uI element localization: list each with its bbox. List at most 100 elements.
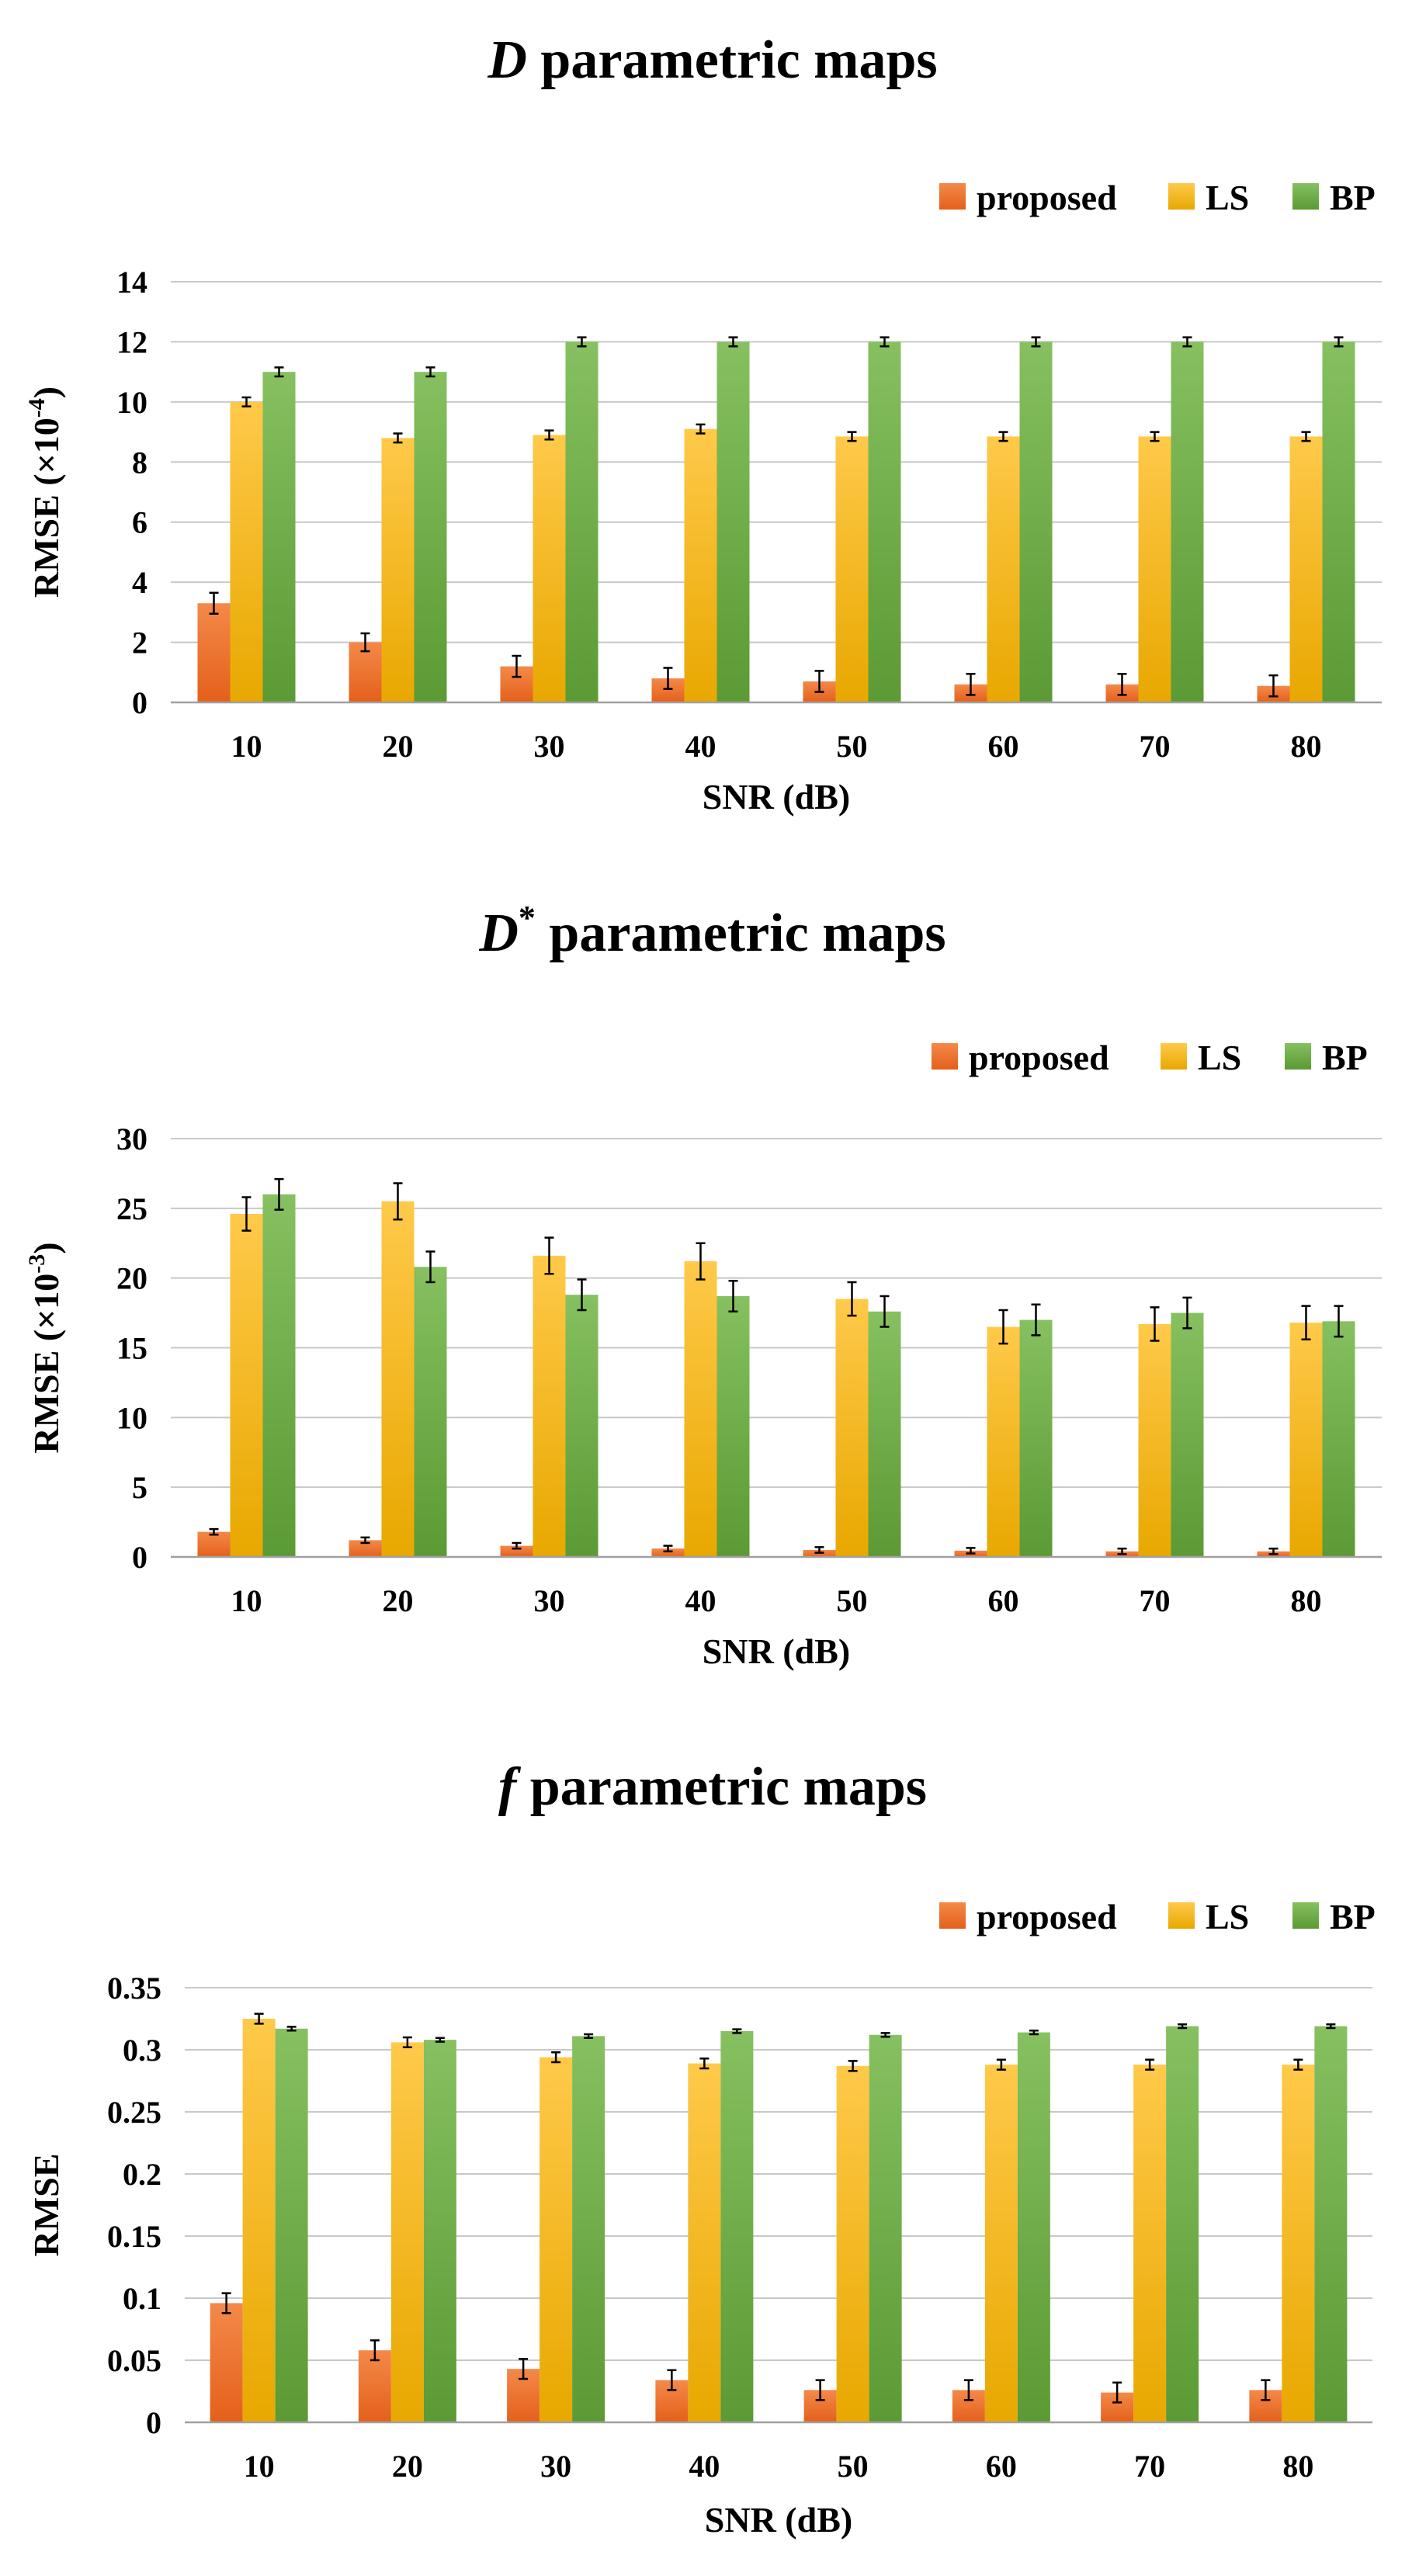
bar-bp	[1171, 342, 1204, 702]
bar-bp	[716, 342, 750, 702]
bar-proposed	[210, 2303, 243, 2422]
y-tick-label: 0.3	[123, 2033, 161, 2068]
error-bar	[1031, 1303, 1041, 1337]
error-bar	[393, 432, 403, 444]
y-tick-label: 0	[132, 1540, 147, 1575]
y-axis-label-close: )	[26, 387, 66, 398]
legend-label-proposed: proposed	[977, 1897, 1117, 1936]
error-bar	[577, 1278, 587, 1312]
error-bar	[663, 667, 673, 690]
y-axis-label: RMSE (×10-3)	[24, 1242, 66, 1453]
x-tick-label: 30	[534, 1583, 565, 1618]
error-bar	[732, 2028, 742, 2034]
chart-title-text: parametric maps	[536, 903, 946, 963]
y-axis-label-main: RMSE (×10	[26, 418, 66, 598]
error-bar	[584, 2033, 594, 2040]
chart-3: f parametric maps proposed LS BP 0 0.05 0.1 0.1…	[26, 1757, 1376, 2540]
error-bar	[1268, 674, 1279, 698]
chart-title-superscript: *	[519, 899, 536, 937]
error-bar	[1334, 1305, 1344, 1338]
bar-bp	[1322, 1321, 1355, 1557]
bar-proposed	[358, 2350, 391, 2422]
error-bar	[728, 1280, 738, 1313]
x-tick-label: 60	[988, 729, 1019, 764]
error-bar	[966, 1547, 976, 1555]
chart-title-symbol: D	[487, 30, 527, 90]
y-axis-label-exponent: -3	[24, 1254, 50, 1274]
error-bar	[254, 2013, 264, 2025]
bar-ls	[688, 2063, 721, 2422]
chart-title-text: parametric maps	[516, 1757, 927, 1817]
bar-bp	[720, 2031, 754, 2422]
y-tick-label: 0.35	[107, 1971, 161, 2006]
legend-label-proposed: proposed	[977, 178, 1117, 217]
y-tick-label: 30	[116, 1122, 147, 1156]
bar-bp	[414, 1267, 447, 1557]
legend-swatch-ls	[1161, 1043, 1187, 1070]
x-tick-label: 20	[383, 729, 414, 764]
legend-label-proposed: proposed	[969, 1038, 1109, 1077]
bar-bp	[275, 2028, 308, 2422]
legend-swatch-ls	[1168, 183, 1195, 210]
chart-title: D* parametric maps	[478, 899, 945, 963]
legend-swatch-bp	[1285, 1043, 1311, 1070]
y-tick-label: 2	[132, 626, 147, 660]
error-bar	[425, 366, 435, 378]
legend-label-ls: LS	[1206, 178, 1249, 217]
y-tick-label: 8	[132, 445, 147, 480]
error-bar	[667, 2369, 677, 2391]
x-tick-label: 10	[244, 2449, 275, 2484]
bar-ls	[987, 436, 1020, 702]
bar-bp	[1171, 1312, 1204, 1557]
y-tick-label: 0.1	[123, 2281, 161, 2316]
x-tick-label: 40	[685, 729, 716, 764]
bar-bp	[1017, 2032, 1050, 2422]
bar-ls	[230, 401, 263, 702]
y-tick-label: 0.05	[107, 2343, 161, 2378]
error-bar	[1029, 2029, 1039, 2036]
y-tick-label: 0.2	[123, 2157, 161, 2192]
bar-ls	[540, 2057, 573, 2422]
bar-ls	[1282, 2065, 1315, 2422]
bar-ls	[1289, 1323, 1323, 1557]
y-axis-label-close: )	[26, 1242, 66, 1253]
bar-ls	[381, 438, 415, 702]
bar-ls	[1138, 436, 1171, 702]
bar-bp	[716, 1296, 750, 1557]
x-tick-label: 60	[986, 2449, 1017, 2484]
bar-bp	[1314, 2026, 1348, 2422]
error-bar	[814, 670, 824, 693]
bar-bp	[1166, 2026, 1199, 2422]
chart-title: D parametric maps	[487, 30, 937, 90]
bar-ls	[230, 1214, 263, 1557]
error-bar	[1150, 431, 1160, 442]
bar-bp	[1019, 342, 1053, 702]
bar-bp	[262, 1194, 296, 1557]
error-bar	[544, 429, 554, 441]
y-tick-label: 15	[116, 1331, 147, 1366]
error-bar	[966, 672, 976, 696]
y-axis-label: RMSE (×10-4)	[24, 387, 66, 598]
x-tick-label: 80	[1282, 2449, 1313, 2484]
error-bar	[1031, 336, 1041, 348]
bar-bp	[1019, 1319, 1053, 1557]
error-bar	[1178, 2023, 1188, 2030]
y-tick-label: 10	[116, 1400, 147, 1435]
bar-ls	[835, 1298, 869, 1557]
bar-proposed	[349, 642, 382, 702]
bar-bp	[572, 2036, 605, 2422]
bar-ls	[987, 1326, 1020, 1557]
bar-proposed	[349, 1540, 382, 1557]
y-tick-label: 0.25	[107, 2095, 161, 2130]
error-bar	[370, 2339, 380, 2362]
y-tick-label: 25	[116, 1191, 147, 1226]
error-bar	[241, 1196, 252, 1232]
legend-label-ls: LS	[1206, 1897, 1249, 1936]
x-tick-label: 40	[689, 2449, 720, 2484]
bar-ls	[533, 435, 566, 702]
error-bar	[1117, 672, 1127, 696]
y-tick-label: 0	[132, 685, 147, 720]
error-bar	[998, 431, 1008, 442]
error-bar	[1261, 2379, 1271, 2401]
error-bar	[1182, 1296, 1192, 1330]
